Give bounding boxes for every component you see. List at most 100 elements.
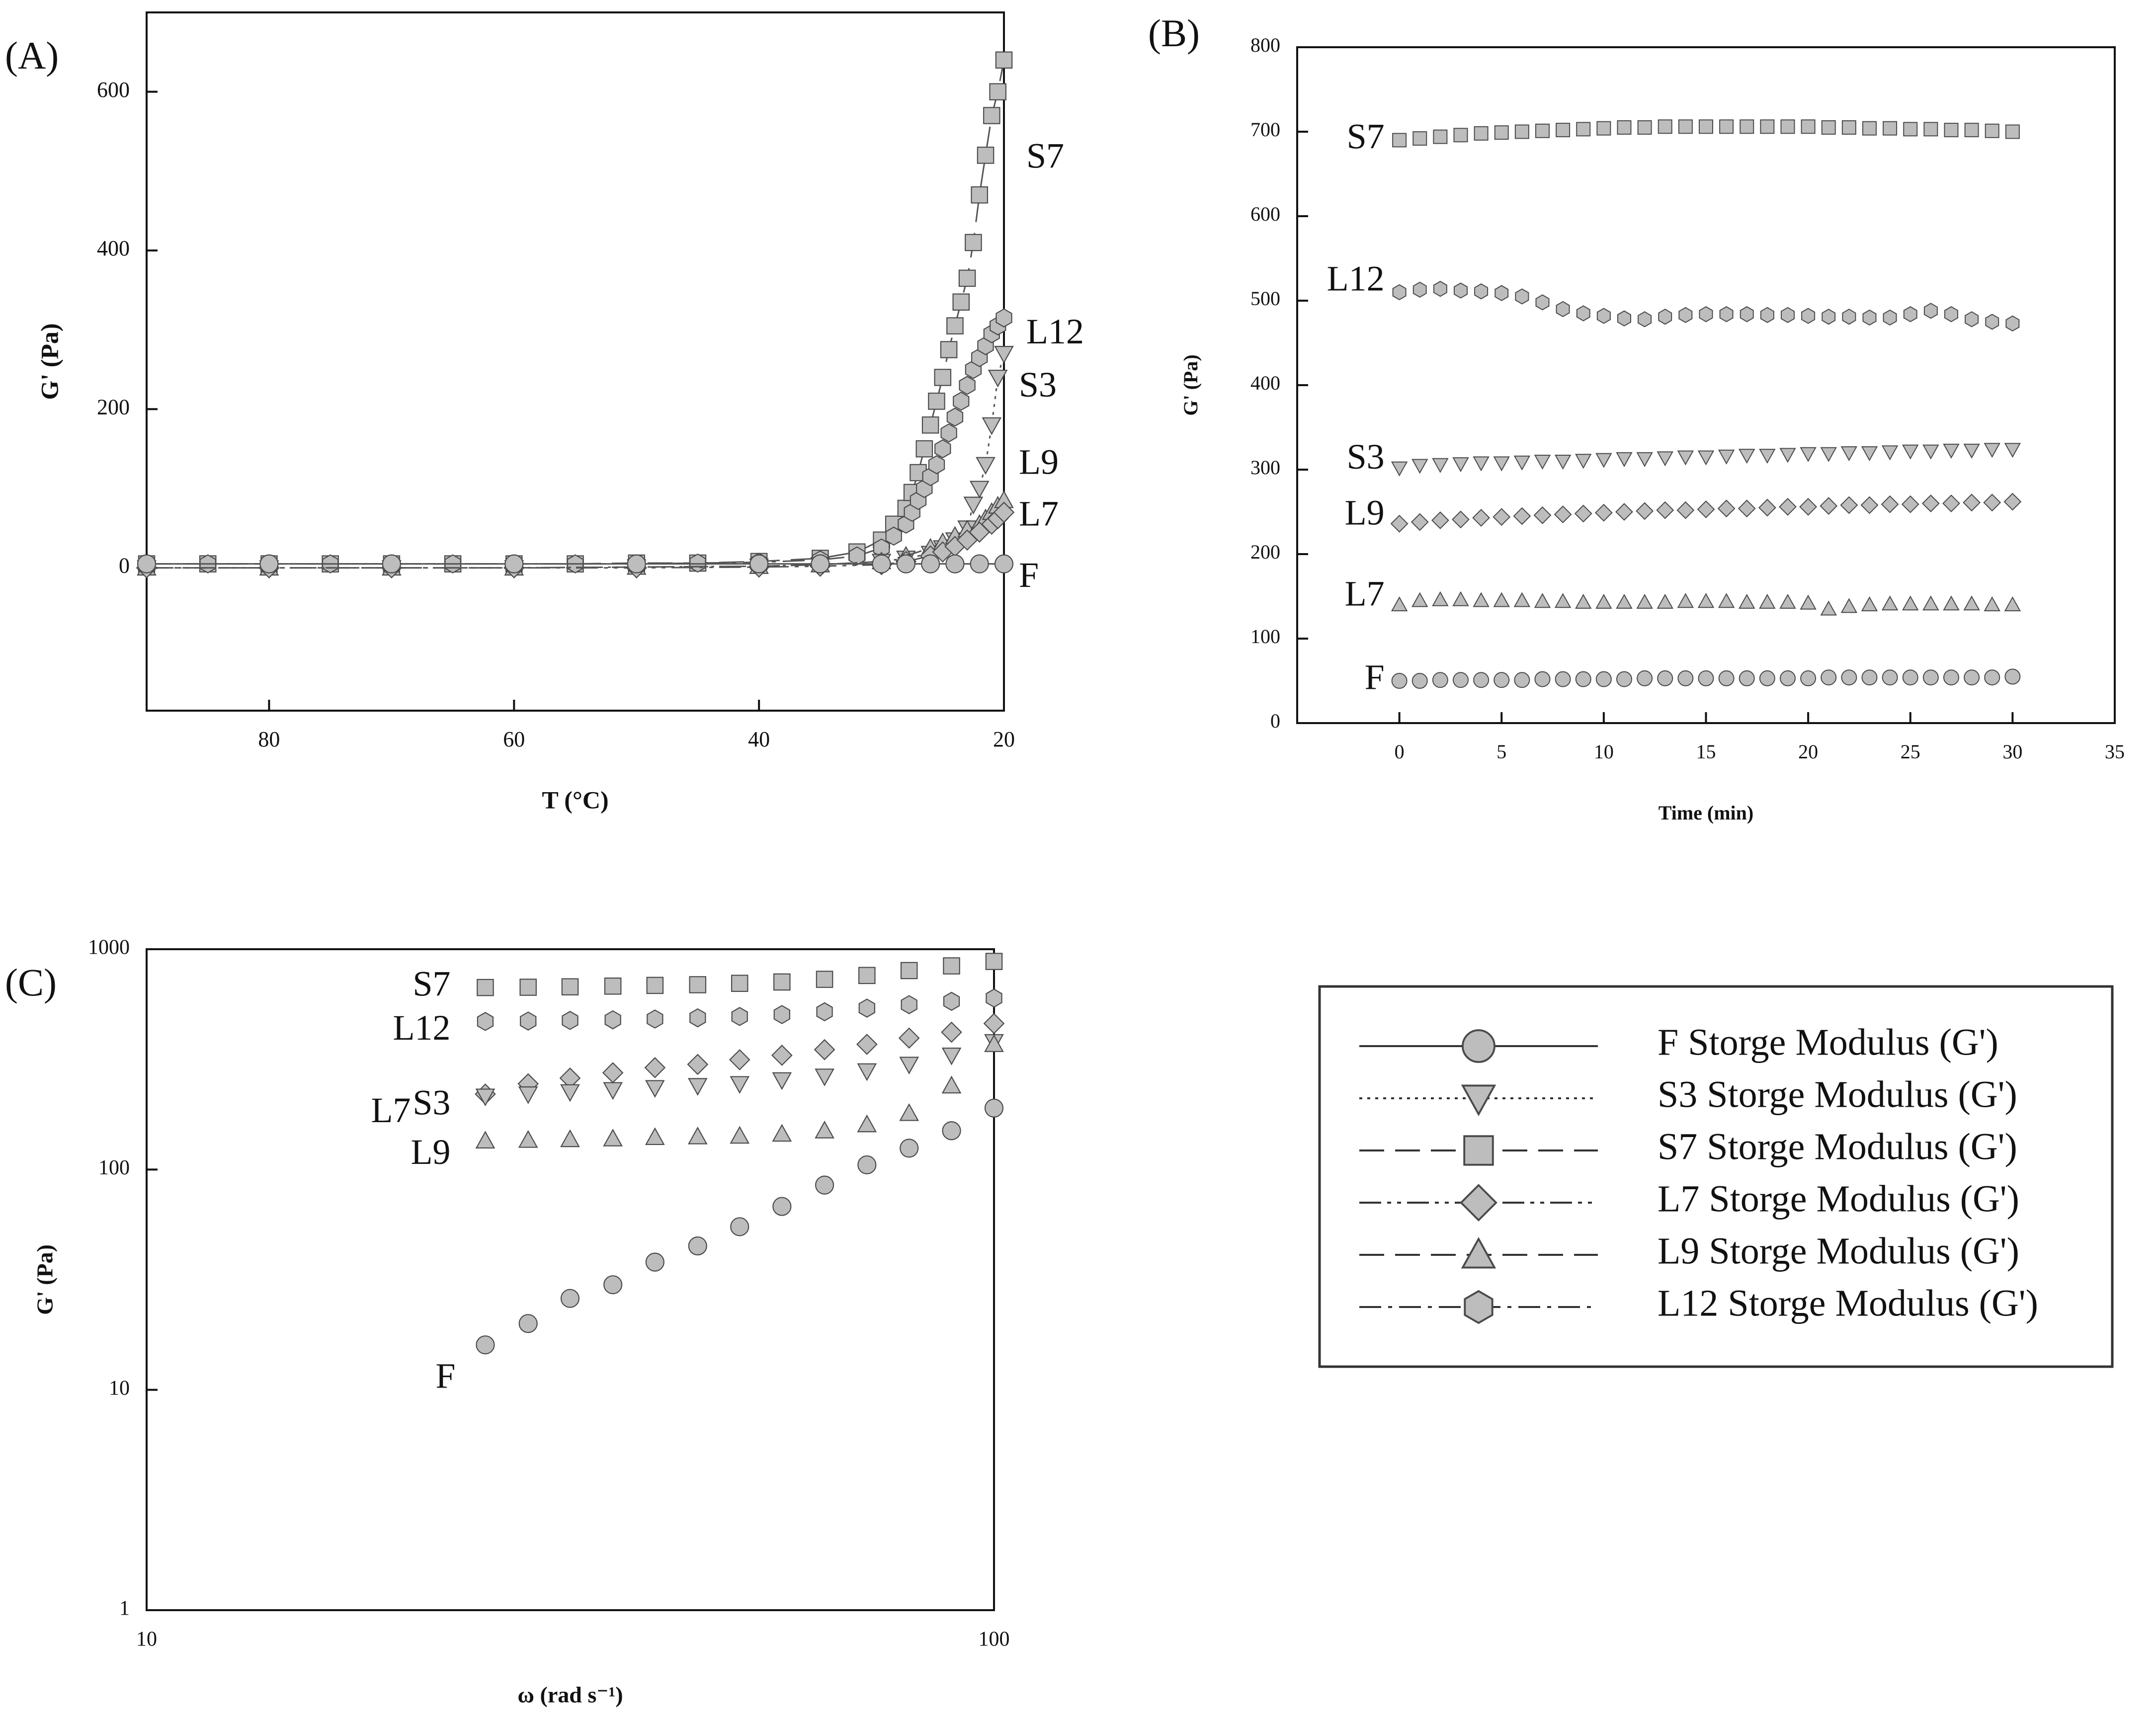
data-point	[1431, 511, 1449, 529]
series-label: S3	[413, 1082, 450, 1122]
data-point	[814, 1039, 835, 1061]
data-point	[1903, 306, 1917, 323]
data-point	[1738, 499, 1756, 518]
data-point	[1800, 594, 1817, 610]
data-point	[1677, 593, 1694, 608]
data-point	[1576, 122, 1591, 137]
legend: F Storge Modulus (G') S3 Storge Modulus (…	[1318, 985, 2114, 1368]
series-label: L7	[1019, 493, 1059, 533]
data-point	[1820, 497, 1838, 515]
series-s3: S3	[137, 346, 1057, 578]
data-point	[1740, 119, 1754, 134]
panel-c-chart: 10 100 1 10 100 1000 ω (rad s⁻¹) G' (Pa) (C) S7L1…	[5, 936, 1010, 1708]
data-point	[1392, 284, 1407, 301]
series-s3: S3	[1347, 437, 2021, 477]
data-point	[1861, 446, 1878, 462]
data-point	[1881, 495, 1899, 513]
data-point	[773, 973, 791, 991]
x-axis-label: Time (min)	[1658, 802, 1753, 824]
data-point	[1554, 505, 1572, 524]
data-point	[1494, 125, 1509, 140]
data-point	[1637, 120, 1652, 135]
data-point	[1861, 669, 1878, 686]
data-point	[1860, 496, 1879, 514]
data-point	[1902, 669, 1918, 686]
y-tick-label: 0	[119, 554, 130, 578]
series-s3: S3	[413, 1034, 1004, 1122]
data-point	[1515, 288, 1529, 305]
data-point	[772, 1124, 792, 1142]
series-label: S7	[413, 964, 450, 1004]
data-point	[2005, 124, 2020, 139]
y-tick-label: 600	[97, 78, 130, 102]
data-point	[604, 1010, 621, 1030]
data-point	[1452, 457, 1469, 473]
data-point	[602, 1062, 624, 1083]
data-point	[943, 957, 960, 975]
data-point	[1719, 119, 1734, 134]
data-point	[1780, 670, 1796, 686]
y-tick-label: 1000	[88, 936, 130, 959]
legend-label: S3 Storge Modulus (G')	[1658, 1073, 2017, 1115]
data-point	[941, 1021, 962, 1043]
data-point	[1697, 593, 1715, 608]
data-point	[1595, 593, 1612, 609]
data-point	[1493, 592, 1510, 607]
x-tick-label: 20	[1798, 740, 1818, 763]
data-point	[475, 1131, 496, 1149]
data-point	[1594, 503, 1613, 522]
data-point	[1922, 595, 1939, 611]
y-tick-label: 100	[98, 1156, 130, 1179]
data-point	[900, 962, 918, 980]
data-point	[1494, 285, 1509, 301]
data-point	[518, 1086, 538, 1104]
data-point	[1556, 301, 1570, 318]
data-point	[1717, 499, 1736, 518]
data-point	[1616, 593, 1633, 609]
data-point	[1638, 311, 1652, 328]
legend-label: L12 Storge Modulus (G')	[1658, 1282, 2038, 1324]
data-point	[1473, 672, 1490, 688]
data-point	[689, 553, 706, 573]
data-point	[1657, 670, 1673, 686]
data-point	[1983, 493, 2001, 512]
data-point	[945, 554, 965, 573]
data-point	[772, 1072, 792, 1090]
data-point	[1861, 596, 1878, 611]
data-point	[1780, 119, 1795, 134]
legend-label: F Storge Modulus (G')	[1658, 1021, 1998, 1063]
data-point	[1758, 498, 1776, 517]
y-tick-label: 300	[1250, 456, 1280, 479]
data-point	[1779, 593, 1796, 609]
data-point	[1740, 306, 1754, 323]
series-label: L12	[1327, 259, 1385, 299]
series-label: F	[1365, 657, 1385, 697]
data-point	[729, 1049, 750, 1070]
x-tick-label: 30	[2002, 740, 2022, 763]
data-point	[1636, 593, 1653, 609]
data-point	[934, 369, 952, 386]
data-point	[1698, 670, 1714, 686]
legend-label: L7 Storge Modulus (G')	[1658, 1178, 2019, 1220]
x-tick-label: 25	[1901, 740, 1920, 763]
x-tick-label: 10	[136, 1628, 157, 1651]
data-point	[1474, 126, 1489, 141]
data-point	[1699, 306, 1713, 323]
x-tick-label: 5	[1496, 740, 1506, 763]
data-point	[1739, 593, 1755, 609]
data-point	[627, 554, 646, 573]
data-point	[1985, 314, 1999, 330]
y-tick-label: 10	[109, 1377, 130, 1399]
data-point	[983, 107, 1000, 124]
data-point	[1391, 596, 1408, 611]
data-point	[2005, 315, 2020, 332]
y-tick-label: 400	[97, 236, 130, 260]
data-point	[1411, 592, 1428, 607]
data-point	[1718, 593, 1735, 608]
series-f: F	[435, 1098, 1004, 1396]
data-point	[815, 1121, 834, 1139]
data-point	[730, 1076, 750, 1094]
data-point	[645, 1080, 665, 1098]
data-point	[1472, 508, 1491, 527]
data-point	[1922, 444, 1939, 460]
